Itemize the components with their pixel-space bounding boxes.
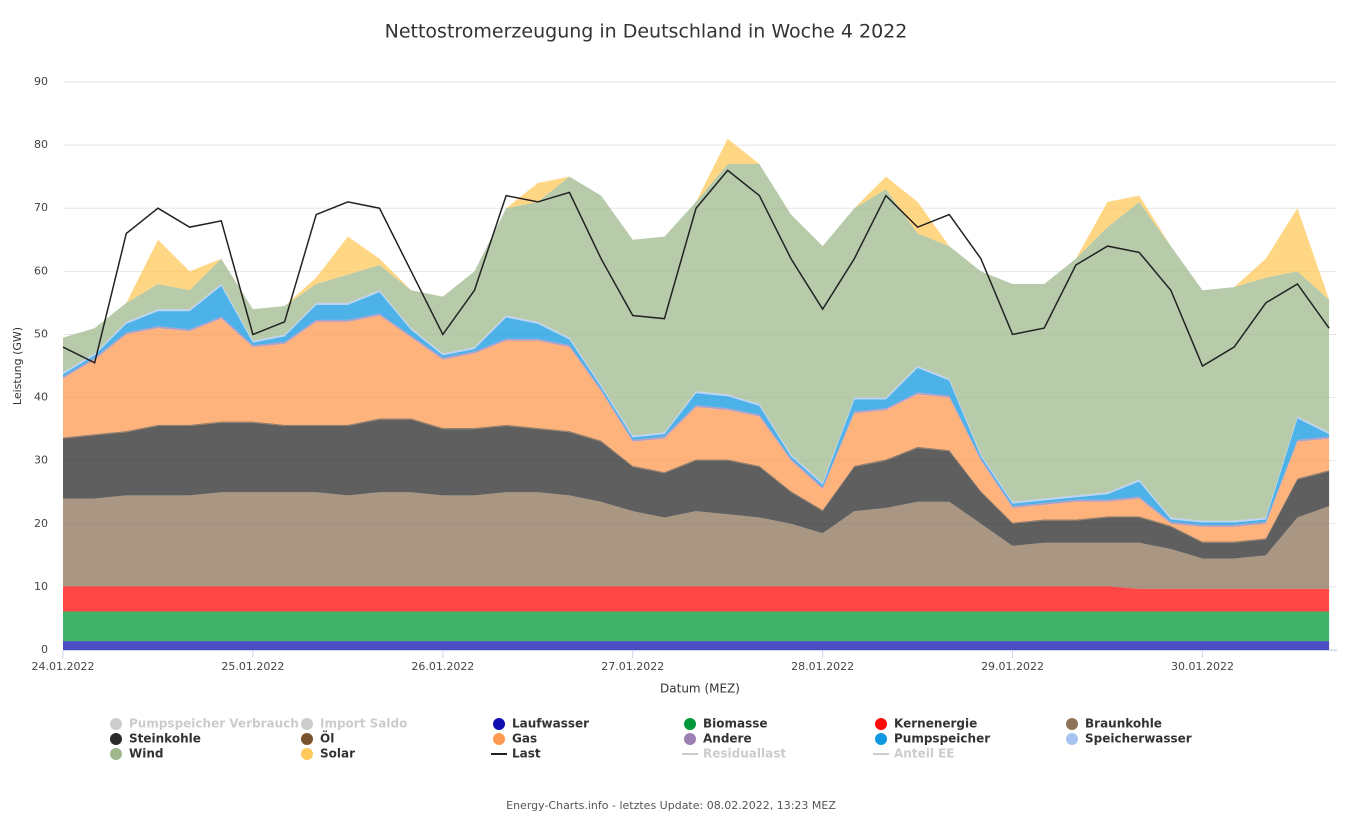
y-tick-label: 60	[34, 264, 48, 277]
x-tick-label: 27.01.2022	[601, 660, 664, 673]
area	[63, 315, 1330, 542]
x-tick-label: 28.01.2022	[791, 660, 854, 673]
legend-item[interactable]: Import Saldo	[320, 717, 407, 731]
y-tick-label: 0	[41, 643, 48, 656]
legend-symbol	[301, 733, 313, 745]
line	[62, 169, 1330, 368]
legend-item[interactable]: Laufwasser	[512, 717, 589, 731]
legend-item[interactable]: Anteil EE	[894, 747, 955, 761]
legend-item[interactable]: Gas	[512, 732, 537, 746]
legend-item[interactable]: Last	[512, 747, 541, 761]
y-tick-label: 50	[34, 327, 48, 340]
y-tick-label: 40	[34, 391, 48, 404]
legend-item[interactable]: Steinkohle	[129, 732, 201, 746]
legend-item[interactable]: Wind	[129, 747, 163, 761]
legend-symbol	[875, 718, 887, 730]
x-axis-label: Datum (MEZ)	[660, 682, 740, 696]
legend-item[interactable]: Speicherwasser	[1085, 732, 1192, 746]
y-tick-label: 10	[34, 580, 48, 593]
legend-item[interactable]: Pumpspeicher	[894, 732, 990, 746]
legend-symbol	[493, 718, 505, 730]
legend-symbol	[110, 748, 122, 760]
legend-symbol	[684, 733, 696, 745]
legend-item[interactable]: Residuallast	[703, 747, 786, 761]
legend-item[interactable]: Andere	[703, 732, 752, 746]
legend-symbol	[684, 718, 696, 730]
area	[63, 419, 1330, 559]
legend-symbol	[1066, 718, 1078, 730]
area	[63, 641, 1330, 650]
x-tick-label: 30.01.2022	[1171, 660, 1234, 673]
x-tick-label: 29.01.2022	[981, 660, 1044, 673]
x-tick-label: 25.01.2022	[221, 660, 284, 673]
legend-symbol	[110, 718, 122, 730]
legend-item[interactable]: Solar	[320, 747, 355, 761]
legend-symbol	[493, 733, 505, 745]
x-tick-label: 26.01.2022	[411, 660, 474, 673]
legend-symbol	[110, 733, 122, 745]
legend-symbol	[301, 748, 313, 760]
legend-symbol	[875, 733, 887, 745]
legend-item[interactable]: Öl	[320, 731, 334, 746]
x-tick-label: 24.01.2022	[32, 660, 95, 673]
legend-item[interactable]: Kernenergie	[894, 717, 977, 731]
area	[63, 611, 1330, 642]
legend-symbol	[1066, 733, 1078, 745]
legend-item[interactable]: Biomasse	[703, 717, 768, 731]
y-tick-label: 20	[34, 517, 48, 530]
area	[63, 164, 1330, 521]
y-axis-label: Leistung (GW)	[11, 327, 24, 405]
legend-item[interactable]: Braunkohle	[1085, 717, 1162, 731]
y-tick-label: 30	[34, 454, 48, 467]
chart-title: Nettostromerzeugung in Deutschland in Wo…	[385, 21, 908, 43]
area	[63, 586, 1330, 612]
y-tick-label: 90	[34, 75, 48, 88]
legend-symbol	[301, 718, 313, 730]
footer: Energy-Charts.info - letztes Update: 08.…	[506, 799, 836, 812]
y-tick-label: 80	[34, 138, 48, 151]
legend-item[interactable]: Pumpspeicher Verbrauch	[129, 717, 299, 731]
area	[63, 492, 1330, 589]
y-tick-label: 70	[34, 201, 48, 214]
